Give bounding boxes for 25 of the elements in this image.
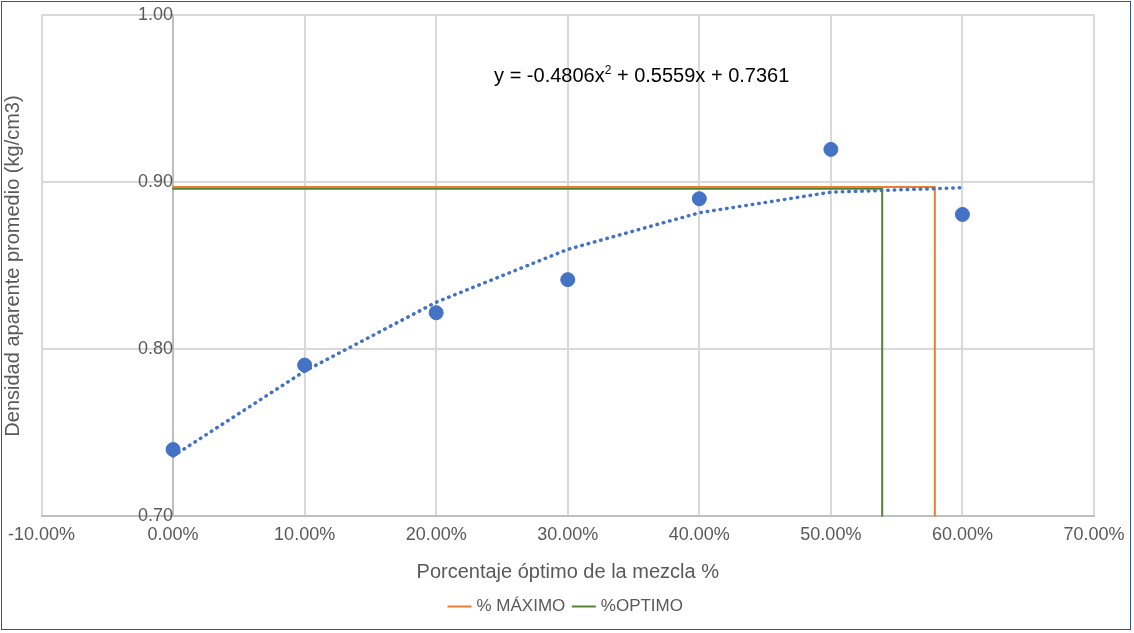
annotation: y = -0.4806x$^{2}$ + 0.5559x + 0.7361 bbox=[494, 62, 790, 87]
x-tick-label: 20.00% bbox=[405, 524, 467, 545]
x-axis-title: Porcentaje óptimo de la mezcla % bbox=[416, 559, 720, 582]
point bbox=[428, 305, 444, 321]
y-tick-label: 0.70 bbox=[138, 505, 174, 526]
point bbox=[823, 141, 839, 157]
point bbox=[691, 191, 707, 207]
x-tick-label: 40.00% bbox=[668, 524, 730, 545]
x-tick-label: 50.00% bbox=[800, 524, 862, 545]
x-tick-label: 10.00% bbox=[274, 524, 336, 545]
x-tick-label: 60.00% bbox=[931, 524, 993, 545]
legend-label: %OPTIMO bbox=[600, 596, 683, 616]
y-tick-label: 1.00 bbox=[138, 3, 174, 24]
x-tick-label: -10.00% bbox=[8, 524, 76, 545]
y-tick-label: 0.80 bbox=[138, 338, 174, 359]
point bbox=[560, 272, 576, 288]
point bbox=[297, 357, 313, 373]
x-tick-label: 70.00% bbox=[1063, 524, 1125, 545]
y-tick-label: 0.90 bbox=[138, 170, 174, 191]
y-axis-title: Densidad aparente promedio (kg/cm3) bbox=[0, 94, 24, 437]
point bbox=[954, 206, 970, 222]
x-tick-label: 30.00% bbox=[537, 524, 599, 545]
x-tick-label: 0.00% bbox=[147, 524, 199, 545]
legend-label: % MÁXIMO bbox=[476, 596, 566, 616]
point bbox=[165, 442, 181, 458]
